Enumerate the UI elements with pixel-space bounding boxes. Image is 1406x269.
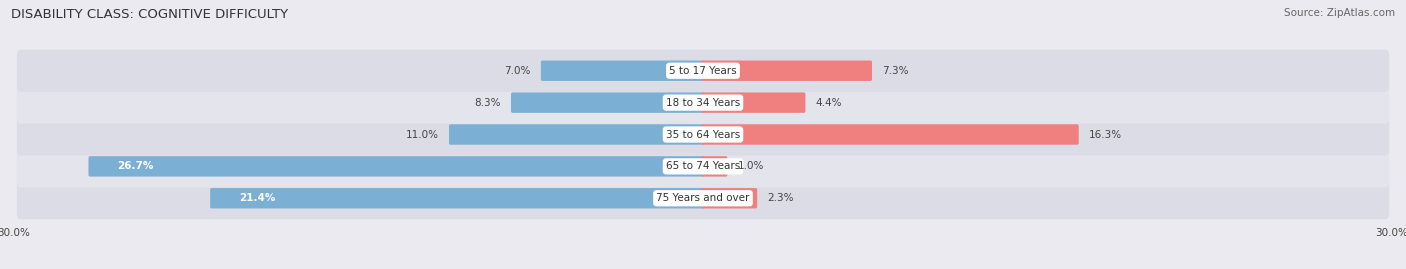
Text: 21.4%: 21.4%: [239, 193, 276, 203]
Text: DISABILITY CLASS: COGNITIVE DIFFICULTY: DISABILITY CLASS: COGNITIVE DIFFICULTY: [11, 8, 288, 21]
Text: 8.3%: 8.3%: [474, 98, 501, 108]
Text: 26.7%: 26.7%: [117, 161, 153, 171]
Text: 75 Years and over: 75 Years and over: [657, 193, 749, 203]
Text: Source: ZipAtlas.com: Source: ZipAtlas.com: [1284, 8, 1395, 18]
FancyBboxPatch shape: [702, 124, 1078, 145]
FancyBboxPatch shape: [17, 50, 1389, 92]
Text: 65 to 74 Years: 65 to 74 Years: [666, 161, 740, 171]
FancyBboxPatch shape: [702, 156, 727, 176]
FancyBboxPatch shape: [17, 82, 1389, 124]
FancyBboxPatch shape: [209, 188, 704, 208]
Text: 18 to 34 Years: 18 to 34 Years: [666, 98, 740, 108]
FancyBboxPatch shape: [17, 114, 1389, 155]
Text: 7.3%: 7.3%: [882, 66, 908, 76]
Text: 16.3%: 16.3%: [1088, 129, 1122, 140]
FancyBboxPatch shape: [449, 124, 704, 145]
FancyBboxPatch shape: [89, 156, 704, 176]
FancyBboxPatch shape: [510, 93, 704, 113]
Text: 7.0%: 7.0%: [505, 66, 531, 76]
Text: 4.4%: 4.4%: [815, 98, 842, 108]
FancyBboxPatch shape: [541, 61, 704, 81]
Text: 2.3%: 2.3%: [768, 193, 794, 203]
FancyBboxPatch shape: [17, 177, 1389, 219]
Legend: Male, Female: Male, Female: [644, 268, 762, 269]
FancyBboxPatch shape: [17, 145, 1389, 187]
Text: 1.0%: 1.0%: [738, 161, 763, 171]
Text: 5 to 17 Years: 5 to 17 Years: [669, 66, 737, 76]
Text: 11.0%: 11.0%: [406, 129, 439, 140]
Text: 35 to 64 Years: 35 to 64 Years: [666, 129, 740, 140]
FancyBboxPatch shape: [702, 188, 758, 208]
FancyBboxPatch shape: [702, 93, 806, 113]
FancyBboxPatch shape: [702, 61, 872, 81]
